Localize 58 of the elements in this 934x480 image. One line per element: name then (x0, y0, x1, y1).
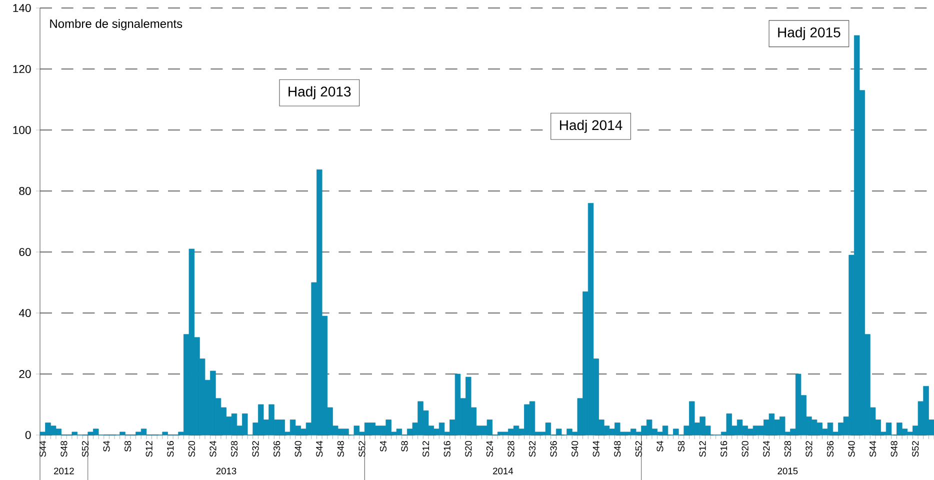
x-tick-label: S52 (635, 441, 642, 457)
y-tick-label: 140 (13, 4, 31, 12)
y-tick-label: 60 (19, 248, 31, 256)
x-tick-label: S4 (380, 440, 387, 452)
x-tick-label: S8 (401, 441, 408, 452)
x-tick-label: S28 (230, 441, 238, 457)
text: 2012 (54, 468, 74, 474)
annotation: Hadj 2015 (778, 27, 840, 40)
text: 2014 (493, 468, 514, 474)
x-tick-label: S40 (294, 440, 302, 457)
x-tick-label: S32 (252, 441, 259, 457)
x-tick-label: S16 (444, 441, 450, 457)
x-tick-label: S40 (572, 440, 578, 457)
x-tick-label: S16 (720, 441, 728, 457)
x-tick-label: S44 (592, 440, 600, 457)
y-axis-title: Nombre de signalements (50, 19, 182, 30)
y-tick-label: 20 (19, 370, 31, 378)
x-tick-label: S24 (486, 440, 493, 457)
x-tick-label: S48 (890, 441, 898, 457)
text: 2013 (216, 468, 236, 474)
y-tick-label: 40 (18, 309, 31, 318)
x-tick-label: S44 (39, 440, 46, 457)
y-tick-label: 100 (13, 126, 31, 134)
x-tick-label: S8 (678, 441, 685, 452)
x-tick-label: S52 (82, 441, 89, 457)
x-tick-label: S16 (167, 441, 174, 457)
x-tick-label: S20 (188, 440, 195, 457)
y-tick-label: 0 (25, 430, 31, 440)
x-tick-label: S24 (210, 440, 216, 457)
x-tick-label: S32 (806, 441, 812, 457)
x-tick-label: S44 (870, 440, 876, 457)
x-tick-label: S12 (146, 441, 152, 457)
x-tick-label: S52 (358, 441, 366, 457)
x-tick-label: S48 (614, 441, 621, 457)
x-tick-label: S24 (763, 440, 770, 457)
annotation: Hadj 2014 (560, 120, 622, 133)
x-tick-label: S32 (528, 441, 536, 457)
x-tick-label: S8 (124, 441, 132, 452)
x-tick-label: S36 (550, 441, 557, 457)
x-tick-label: S4 (656, 440, 664, 452)
x-tick-label: S48 (337, 441, 344, 457)
x-tick-label: S36 (274, 441, 280, 457)
x-tick-label: S12 (422, 441, 430, 457)
x-tick-label: S44 (316, 440, 323, 457)
x-tick-label: S4 (103, 440, 110, 452)
x-tick-label: S28 (508, 441, 514, 457)
x-tick-label: S20 (465, 440, 472, 457)
x-tick-label: S28 (784, 441, 791, 457)
x-tick-label: S20 (742, 440, 748, 457)
x-tick-label: S36 (826, 441, 834, 457)
x-tick-label: S12 (699, 441, 706, 457)
x-tick-label: S52 (912, 441, 919, 457)
text: 2015 (778, 468, 798, 474)
y-tick-label: 120 (13, 65, 31, 74)
x-tick-label: S40 (848, 440, 855, 457)
x-tick-label: S48 (60, 441, 68, 457)
annotation: Hadj 2013 (288, 86, 351, 100)
y-tick-label: 80 (19, 187, 31, 196)
